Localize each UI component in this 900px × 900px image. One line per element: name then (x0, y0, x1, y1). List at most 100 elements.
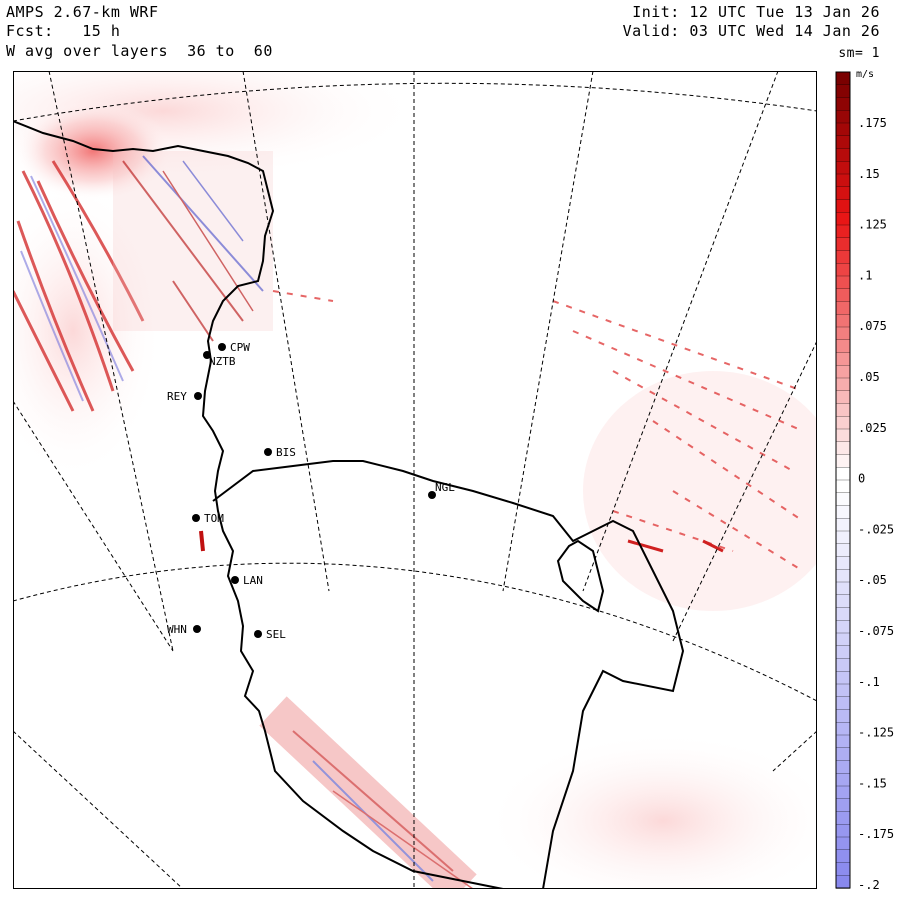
colorbar-tick-label: -.175 (858, 827, 894, 841)
colorbar-swatch (835, 173, 851, 188)
colorbar-swatch (835, 186, 851, 201)
colorbar-swatch (835, 875, 851, 889)
valid-time: Valid: 03 UTC Wed 14 Jan 26 (622, 22, 880, 40)
colorbar-tick-label: -.125 (858, 726, 894, 740)
colorbar-swatch (835, 365, 851, 379)
init-time: Init: 12 UTC Tue 13 Jan 26 (632, 3, 880, 21)
station-rey[interactable]: REY (167, 390, 202, 403)
colorbar-swatch (835, 556, 851, 570)
colorbar-swatch (835, 683, 851, 698)
colorbar-swatch (835, 785, 851, 800)
colorbar-tick-label: .15 (858, 167, 880, 181)
colorbar-swatch (835, 301, 851, 315)
colorbar-swatch (835, 416, 851, 430)
colorbar-swatch (835, 122, 851, 137)
colorbar-swatch (835, 339, 851, 354)
colorbar-swatch (835, 275, 851, 290)
colorbar-swatch (835, 811, 851, 825)
colorbar-swatch (835, 467, 851, 481)
colorbar-swatches (835, 71, 851, 889)
station-nztb[interactable]: NZTB (203, 351, 236, 368)
colorbar-swatch (835, 530, 851, 545)
colorbar-tick-label: .125 (858, 218, 887, 232)
colorbar-swatch (835, 543, 851, 558)
colorbar-swatch (835, 326, 851, 341)
station-label-bis: BIS (276, 446, 296, 459)
colorbar-swatch (835, 747, 851, 762)
colorbar-swatch (835, 454, 851, 468)
forecast-hour: Fcst: 15 h (6, 22, 121, 40)
colorbar-swatch (835, 671, 851, 685)
colorbar-swatch (835, 696, 851, 711)
station-cpw[interactable]: CPW (218, 341, 250, 354)
colorbar-swatch (835, 645, 851, 660)
station-lan[interactable]: LAN (231, 574, 263, 587)
station-bis[interactable]: BIS (264, 446, 296, 459)
graticule (13, 71, 817, 889)
colorbar-tick-label: .075 (858, 319, 887, 333)
colorbar-tick-label: .175 (858, 116, 887, 130)
colorbar: m/s .175 .15 .125 .1 .075 .05 .025 0 -.025 -.05 -.… (835, 69, 894, 892)
colorbar-swatch (835, 314, 851, 328)
colorbar-tick-label: -.15 (858, 776, 887, 790)
station-ngl[interactable]: NGL (428, 481, 455, 499)
colorbar-swatch (835, 161, 851, 175)
colorbar-tick-label: .1 (858, 268, 872, 282)
colorbar-swatch (835, 237, 851, 252)
station-label-nztb: NZTB (209, 355, 236, 368)
colorbar-swatch (835, 836, 851, 851)
colorbar-swatch (835, 377, 851, 392)
colorbar-swatch (835, 607, 851, 621)
colorbar-swatch (835, 352, 851, 366)
colorbar-tick-label: -.05 (858, 573, 887, 587)
station-label-lan: LAN (243, 574, 263, 587)
colorbar-swatch (835, 479, 851, 494)
colorbar-swatch (835, 212, 851, 226)
station-whn[interactable]: WHN (167, 623, 201, 636)
coastline (13, 120, 685, 889)
map-border (13, 71, 817, 889)
colorbar-swatch (835, 148, 851, 162)
colorbar-swatch (835, 224, 851, 239)
colorbar-swatch (835, 403, 851, 417)
station-tom[interactable]: TOM (192, 512, 224, 525)
station-label-ngl: NGL (435, 481, 455, 494)
colorbar-swatch (835, 722, 851, 736)
colorbar-swatch (835, 71, 851, 86)
field-description: W avg over layers 36 to 60 (6, 42, 273, 60)
colorbar-swatch (835, 594, 851, 609)
colorbar-swatch (835, 581, 851, 596)
colorbar-units: m/s (856, 69, 874, 80)
colorbar-swatch (835, 390, 851, 405)
station-label-tom: TOM (204, 512, 224, 525)
colorbar-swatch (835, 97, 851, 111)
vertical-velocity-field (13, 71, 817, 889)
colorbar-swatch (835, 441, 851, 456)
station-sel[interactable]: SEL (254, 628, 286, 641)
colorbar-tick-label: -.075 (858, 624, 894, 638)
map-panel: CPW NZTB REY BIS NGL TOM LAN WHN (13, 71, 817, 889)
colorbar-swatch (835, 263, 851, 277)
colorbar-swatch (835, 199, 851, 213)
colorbar-tick-label: .025 (858, 421, 887, 435)
model-title: AMPS 2.67-km WRF (6, 3, 159, 21)
colorbar-tick-label: -.2 (858, 878, 880, 892)
colorbar-swatch (835, 505, 851, 519)
colorbar-tick-label: .05 (858, 370, 880, 384)
colorbar-tick-label: 0 (858, 472, 865, 486)
station-label-sel: SEL (266, 628, 286, 641)
colorbar-swatch (835, 288, 851, 303)
colorbar-swatch (835, 709, 851, 723)
colorbar-ticks: .175 .15 .125 .1 .075 .05 .025 0 -.025 -.05 -.075 -… (858, 116, 894, 892)
colorbar-swatch (835, 84, 851, 99)
station-label-cpw: CPW (230, 341, 250, 354)
colorbar-swatch (835, 110, 851, 124)
station-label-rey: REY (167, 390, 187, 403)
colorbar-swatch (835, 798, 851, 813)
colorbar-swatch (835, 492, 851, 507)
colorbar-swatch (835, 824, 851, 838)
colorbar-swatch (835, 773, 851, 787)
colorbar-swatch (835, 620, 851, 634)
colorbar-swatch (835, 632, 851, 647)
colorbar-frame (835, 71, 851, 889)
